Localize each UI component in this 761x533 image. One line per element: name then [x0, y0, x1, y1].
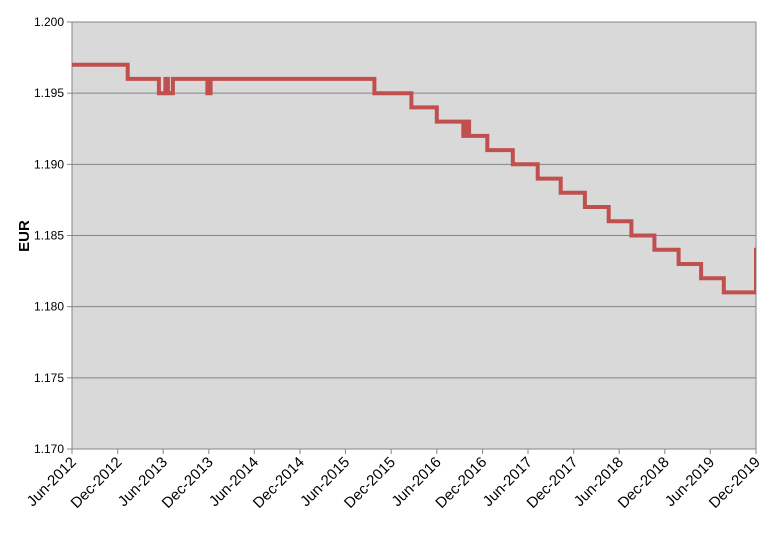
series-layer	[72, 62, 756, 295]
y-tick-label: 1.175	[34, 371, 64, 385]
series-line-0	[72, 62, 756, 295]
y-tick-label: 1.190	[34, 157, 64, 171]
y-axis-label: EUR	[16, 220, 33, 252]
y-tick-label: 1.200	[34, 15, 64, 29]
y-tick-label: 1.185	[34, 229, 64, 243]
y-tick-label: 1.180	[34, 300, 64, 314]
y-tick-label: 1.170	[34, 442, 64, 456]
x-axis: Jun-2012Dec-2012Jun-2013Dec-2013Jun-2014…	[24, 449, 761, 512]
gridlines	[72, 92, 756, 379]
y-tick-label: 1.195	[34, 86, 64, 100]
y-axis: 1.170 1.175 1.180 1.185 1.190 1.195 1.200	[34, 15, 72, 456]
